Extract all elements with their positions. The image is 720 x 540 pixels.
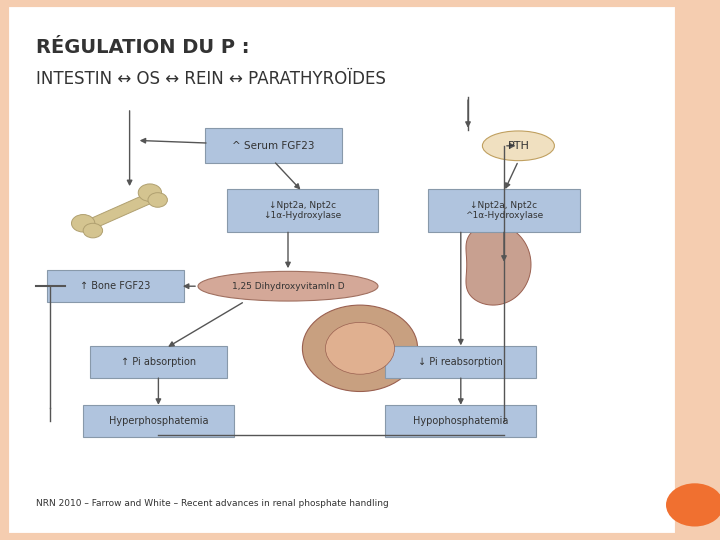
Circle shape: [666, 483, 720, 526]
Text: ↓Npt2a, Npt2c
↓1α-Hydroxylase: ↓Npt2a, Npt2c ↓1α-Hydroxylase: [264, 201, 341, 220]
Text: NRN 2010 – Farrow and White – Recent advances in renal phosphate handling: NRN 2010 – Farrow and White – Recent adv…: [36, 498, 389, 508]
Polygon shape: [80, 192, 161, 231]
Text: 1,25 DihydroxyvitamIn D: 1,25 DihydroxyvitamIn D: [232, 282, 344, 291]
Text: ↑ Pi absorption: ↑ Pi absorption: [121, 357, 196, 367]
Ellipse shape: [482, 131, 554, 161]
Polygon shape: [466, 224, 531, 305]
Text: ↑ Bone FGF23: ↑ Bone FGF23: [80, 281, 150, 291]
FancyBboxPatch shape: [90, 346, 227, 378]
FancyBboxPatch shape: [385, 346, 536, 378]
Circle shape: [302, 305, 418, 392]
Circle shape: [138, 184, 161, 201]
FancyBboxPatch shape: [205, 128, 342, 163]
Circle shape: [71, 214, 95, 232]
FancyBboxPatch shape: [47, 270, 184, 302]
Text: ↓ Pi reabsorption: ↓ Pi reabsorption: [418, 357, 503, 367]
Circle shape: [148, 193, 167, 207]
Text: PTH: PTH: [508, 141, 529, 151]
FancyBboxPatch shape: [83, 405, 234, 437]
FancyBboxPatch shape: [385, 405, 536, 437]
Text: ^ Serum FGF23: ^ Serum FGF23: [233, 141, 315, 151]
Circle shape: [325, 322, 395, 374]
FancyBboxPatch shape: [428, 189, 580, 232]
Circle shape: [84, 224, 102, 238]
Text: INTESTIN ↔ OS ↔ REIN ↔ PARATHYROÏDES: INTESTIN ↔ OS ↔ REIN ↔ PARATHYROÏDES: [36, 70, 386, 88]
Text: Hypophosphatemia: Hypophosphatemia: [413, 416, 508, 426]
Text: RÉGULATION DU P :: RÉGULATION DU P :: [36, 38, 250, 57]
Ellipse shape: [198, 271, 378, 301]
FancyBboxPatch shape: [227, 189, 378, 232]
Text: Hyperphosphatemia: Hyperphosphatemia: [109, 416, 208, 426]
Text: ↓Npt2a, Npt2c
^1α-Hydroxylase: ↓Npt2a, Npt2c ^1α-Hydroxylase: [465, 201, 543, 220]
